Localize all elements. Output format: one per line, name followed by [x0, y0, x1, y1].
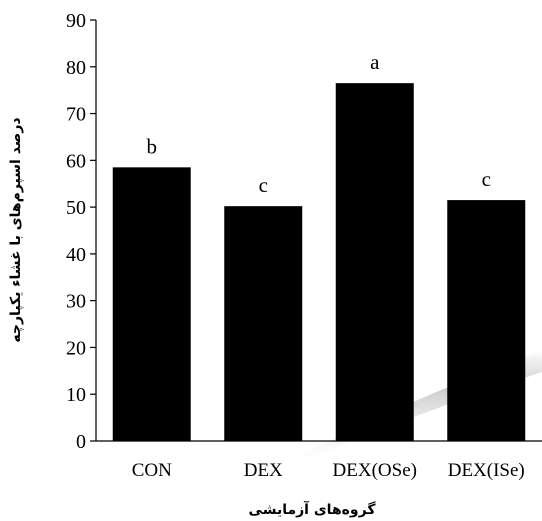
y-tick-label: 90: [66, 10, 86, 32]
bar-dex-ise: [447, 200, 526, 441]
x-tick-label: CON: [132, 460, 172, 481]
x-tick-label: DEX(ISe): [448, 460, 525, 481]
y-tick-label: 20: [66, 337, 86, 359]
significance-letter: c: [259, 173, 268, 197]
bars: [112, 83, 526, 442]
y-tick-label: 80: [66, 57, 86, 79]
y-axis-ticks: 0 10 20 30 40 50 60 70 80 90: [66, 10, 96, 453]
significance-letter: b: [147, 134, 158, 158]
significance-letter: a: [370, 50, 380, 74]
y-tick-label: 60: [66, 150, 86, 172]
significance-letters: b c a c: [147, 50, 491, 197]
x-tick-label: DEX: [244, 460, 283, 481]
bar-con: [112, 167, 191, 441]
y-axis-label: درصد اسپرم‌های با غشاء یکپارچه: [8, 117, 24, 342]
bar-dex: [224, 206, 303, 441]
y-tick-label: 70: [66, 104, 86, 126]
y-tick-label: 50: [66, 197, 86, 219]
y-tick-label: 40: [66, 244, 86, 266]
y-tick-label: 10: [66, 384, 86, 406]
x-axis-label: گروه‌های آزمایشی: [249, 500, 377, 518]
x-axis-tick-labels: CON DEX DEX(OSe) DEX(ISe): [132, 460, 525, 481]
x-tick-label: DEX(OSe): [333, 460, 417, 481]
y-tick-label: 30: [66, 291, 86, 313]
bar-dex-ose: [335, 83, 414, 442]
significance-letter: c: [482, 167, 491, 191]
y-tick-label: 0: [76, 431, 86, 453]
